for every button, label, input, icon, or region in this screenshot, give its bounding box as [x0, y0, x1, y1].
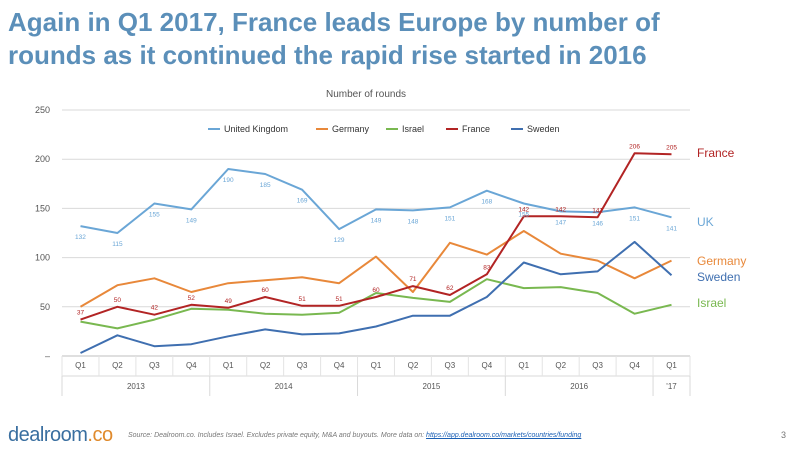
data-label: 142 [518, 206, 529, 213]
data-label: 49 [225, 298, 233, 305]
legend-label: Israel [402, 124, 424, 134]
data-label: 148 [408, 218, 419, 225]
brand-main: dealroom [8, 424, 88, 446]
data-label: 205 [666, 144, 677, 151]
y-tick-label: 50 [40, 302, 50, 312]
x-tick-label: Q4 [481, 361, 492, 370]
brand-suffix: .co [87, 424, 113, 446]
series-line-israel [80, 278, 672, 330]
y-tick-label: 100 [35, 253, 50, 263]
series-end-label: Sweden [697, 270, 740, 284]
data-label: 129 [334, 237, 345, 244]
source-note: Source: Dealroom.co. Includes Israel. Ex… [128, 432, 581, 439]
data-label: 115 [112, 241, 123, 248]
data-label: 141 [592, 207, 603, 214]
data-label: 42 [151, 305, 159, 312]
data-label: 132 [75, 234, 86, 241]
series-line-united-kingdom [80, 168, 672, 234]
x-tick-label: Q1 [75, 361, 86, 370]
data-label: 62 [446, 285, 454, 292]
year-label: 2014 [275, 382, 293, 391]
data-label: 149 [371, 217, 382, 224]
x-tick-label: Q4 [186, 361, 197, 370]
data-label: 169 [297, 198, 308, 205]
data-label: 147 [555, 219, 566, 226]
legend-label: Germany [332, 124, 370, 134]
chart-title: Number of rounds [326, 89, 406, 100]
x-tick-label: Q4 [629, 361, 640, 370]
data-label: 51 [335, 296, 343, 303]
series-end-label: Israel [697, 296, 726, 310]
data-label: 51 [299, 296, 307, 303]
data-label: 60 [262, 287, 270, 294]
legend-label: France [462, 124, 490, 134]
x-tick-label: Q2 [408, 361, 419, 370]
legend-label: Sweden [527, 124, 560, 134]
data-label: 146 [592, 220, 603, 227]
data-label: 149 [186, 217, 197, 224]
data-label: 142 [555, 206, 566, 213]
x-tick-label: Q3 [592, 361, 603, 370]
headline-line-1: Again in Q1 2017, France leads Europe by… [8, 7, 660, 37]
data-label: 185 [260, 182, 271, 189]
data-label: 50 [114, 297, 122, 304]
x-tick-label: Q4 [334, 361, 345, 370]
x-tick-label: Q1 [518, 361, 529, 370]
series-end-label: Germany [697, 254, 746, 268]
series-line-france [80, 152, 672, 321]
series-end-label: UK [697, 215, 714, 229]
x-tick-label: Q1 [666, 361, 677, 370]
data-label: 151 [629, 215, 640, 222]
data-label: 168 [481, 199, 492, 206]
source-text: Source: Dealroom.co. Includes Israel. Ex… [128, 432, 427, 439]
series-end-label: France [697, 146, 735, 160]
year-label: 2015 [423, 382, 441, 391]
headline-line-2: rounds as it continued the rapid rise st… [8, 40, 647, 70]
data-label: 83 [483, 264, 491, 271]
data-label: 190 [223, 177, 234, 184]
legend-label: United Kingdom [224, 124, 288, 134]
line-chart: Number of rounds – 50 100 150 200 250 Q1 Q2 Q3 Q4 Q… [35, 89, 746, 396]
y-tick-label: 150 [35, 203, 50, 213]
x-tick-label: Q2 [555, 361, 566, 370]
headline: Again in Q1 2017, France leads Europe by… [8, 6, 792, 72]
source-link[interactable]: https://app.dealroom.co/markets/countrie… [426, 432, 582, 439]
data-label: 60 [372, 287, 380, 294]
footer: dealroom.co Source: Dealroom.co. Include… [0, 418, 800, 453]
series-line-germany [79, 230, 672, 308]
data-label: 141 [666, 225, 677, 232]
year-label: '17 [666, 382, 677, 391]
x-tick-label: Q3 [297, 361, 308, 370]
x-tick-label: Q2 [260, 361, 271, 370]
data-label: 151 [444, 215, 455, 222]
y-tick-label: – [45, 351, 50, 361]
data-label: 71 [409, 276, 417, 283]
dealroom-logo[interactable]: dealroom.co [8, 424, 113, 447]
data-label: 155 [518, 211, 529, 218]
x-tick-label: Q3 [149, 361, 160, 370]
year-label: 2013 [127, 382, 145, 391]
x-tick-label: Q2 [112, 361, 123, 370]
data-label: 155 [149, 211, 160, 218]
x-tick-label: Q1 [371, 361, 382, 370]
x-tick-label: Q1 [223, 361, 234, 370]
y-tick-label: 250 [35, 105, 50, 115]
page-number: 3 [780, 430, 786, 440]
data-label: 52 [188, 295, 196, 302]
data-label: 37 [77, 310, 85, 317]
y-tick-label: 200 [35, 154, 50, 164]
year-label: 2016 [570, 382, 588, 391]
series-line-sweden [80, 240, 673, 354]
data-label: 206 [629, 143, 640, 150]
x-tick-label: Q3 [445, 361, 456, 370]
